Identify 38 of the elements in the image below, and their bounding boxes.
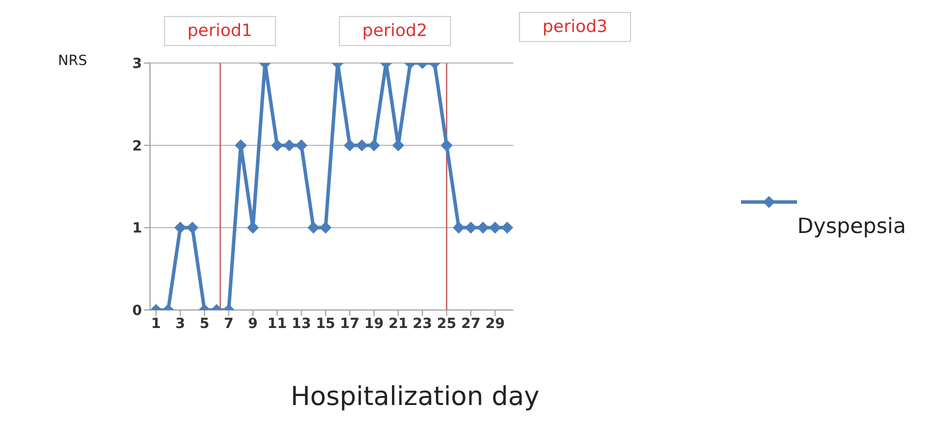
point xyxy=(186,222,198,234)
point xyxy=(174,222,186,234)
y-tick-label: 1 xyxy=(132,220,142,237)
y-tick-label: 2 xyxy=(132,138,142,154)
point xyxy=(320,222,332,234)
text: period3 xyxy=(519,12,631,42)
x-tick-label: 23 xyxy=(412,316,432,332)
x-tick-label: 9 xyxy=(248,316,258,332)
x-tick-label: 7 xyxy=(224,316,234,332)
x-tick-label: 11 xyxy=(267,316,287,332)
x-tick-label: 19 xyxy=(364,316,384,332)
x-tick-label: 29 xyxy=(485,316,505,332)
x-axis-title: Hospitalization day xyxy=(290,382,540,412)
point xyxy=(307,222,320,234)
point xyxy=(452,222,465,234)
point xyxy=(440,139,453,152)
x-tick-label: 25 xyxy=(436,316,456,332)
x-tick-label: 5 xyxy=(200,316,210,332)
x-tick-label: 27 xyxy=(461,316,481,332)
point xyxy=(501,222,514,234)
y-tick-label: 3 xyxy=(132,56,142,72)
x-tick-label: 1 xyxy=(151,316,161,332)
x-tick-label: 13 xyxy=(292,316,312,332)
x-tick-label: 17 xyxy=(340,316,360,332)
y-tick-label: 0 xyxy=(132,302,142,319)
text: period2 xyxy=(338,16,451,46)
text: period1 xyxy=(164,16,276,46)
point xyxy=(283,139,296,152)
x-tick-label: 21 xyxy=(388,316,408,332)
point xyxy=(295,139,308,152)
point xyxy=(344,139,356,152)
point xyxy=(356,139,368,152)
x-tick-label: 15 xyxy=(316,316,336,332)
y-axis-title: NRS xyxy=(58,53,88,69)
point xyxy=(464,222,477,234)
x-tick-label: 3 xyxy=(175,316,186,332)
text: Dyspepsia xyxy=(797,214,906,238)
point xyxy=(271,139,284,152)
